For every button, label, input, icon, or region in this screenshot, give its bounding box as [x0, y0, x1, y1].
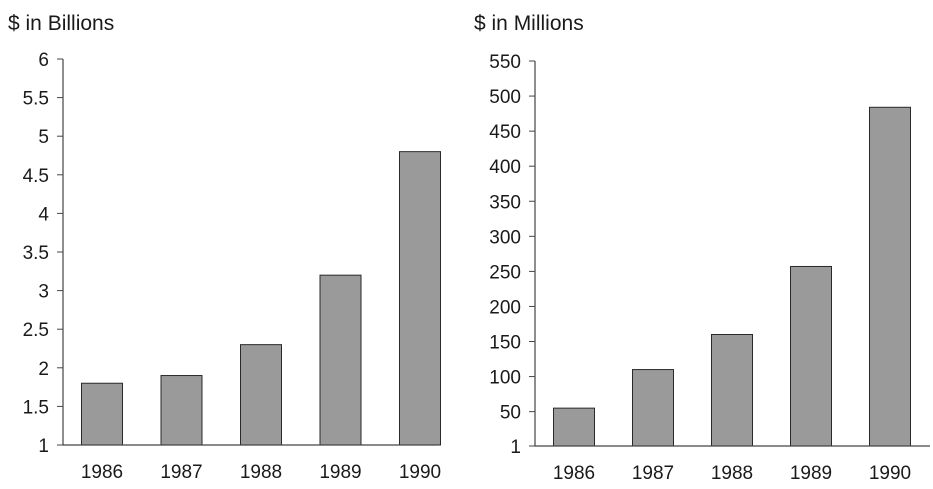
millions-y-tick-label: 450	[489, 122, 521, 143]
billions-bar-1988	[240, 344, 282, 446]
billions-bar-1989	[319, 274, 362, 446]
billions-y-axis-ticks: 1 1.5 2 2.5 3 3.5 4 4.5 5 5.5 6	[23, 50, 63, 457]
billions-bar-1987	[160, 375, 203, 446]
millions-y-tick-label: 100	[489, 368, 521, 389]
millions-y-tick-label: 1	[510, 437, 521, 458]
billions-chart: $ in Billions 1 1.5 2 2.5 3 3.5 4 4.5 5 5.5 6 1986…	[8, 12, 441, 483]
millions-chart-title: $ in Millions	[474, 12, 584, 35]
billions-bar-1986	[81, 382, 123, 446]
billions-bar-1990	[399, 151, 441, 446]
millions-x-label-1988: 1988	[711, 463, 753, 484]
billions-y-tick-label: 2.5	[23, 320, 49, 341]
billions-y-tick-label: 4	[38, 204, 49, 225]
billions-x-label-1990: 1990	[399, 462, 441, 483]
billions-y-tick-label: 1	[38, 436, 49, 457]
billions-y-tick-label: 5.5	[23, 89, 49, 110]
millions-bar-1989	[790, 265, 832, 447]
millions-chart: $ in Millions 15010015020025030035040045…	[474, 12, 930, 484]
billions-x-label-1987: 1987	[160, 462, 202, 483]
billions-y-tick-label: 4.5	[23, 166, 49, 187]
billions-bars	[81, 151, 441, 446]
billions-chart-title: $ in Billions	[8, 12, 114, 35]
billions-y-tick-label: 3	[38, 282, 49, 303]
millions-bars	[553, 106, 911, 447]
millions-x-label-1990: 1990	[869, 463, 911, 484]
millions-y-tick-label: 550	[489, 52, 521, 73]
billions-x-label-1986: 1986	[81, 462, 123, 483]
billions-axes	[62, 59, 437, 446]
billions-y-tick-label: 1.5	[23, 397, 49, 418]
millions-bar-1990	[869, 106, 911, 447]
billions-x-axis-labels: 1986 1987 1988 1989 1990	[81, 462, 441, 483]
millions-y-tick-label: 200	[489, 297, 521, 318]
millions-y-tick-label: 400	[489, 157, 521, 178]
billions-x-label-1989: 1989	[319, 462, 361, 483]
millions-x-label-1987: 1987	[632, 463, 674, 484]
millions-bar-1987	[632, 369, 674, 447]
millions-y-tick-label: 350	[489, 192, 521, 213]
millions-y-tick-label: 50	[500, 403, 521, 424]
billions-y-tick-label: 3.5	[23, 243, 49, 264]
billions-y-tick-label: 6	[38, 50, 49, 71]
millions-y-tick-label: 500	[489, 87, 521, 108]
millions-y-tick-label: 250	[489, 262, 521, 283]
millions-bar-1986	[553, 407, 595, 447]
millions-bar-1988	[711, 333, 753, 447]
millions-y-tick-label: 300	[489, 227, 521, 248]
billions-x-label-1988: 1988	[240, 462, 282, 483]
millions-y-tick-label: 150	[489, 333, 521, 354]
billions-y-tick-label: 5	[38, 127, 49, 148]
millions-x-axis-labels: 1986 1987 1988 1989 1990	[553, 463, 911, 484]
millions-axes	[534, 61, 930, 447]
billions-y-tick-label: 2	[38, 359, 49, 380]
millions-x-label-1989: 1989	[790, 463, 832, 484]
millions-x-label-1986: 1986	[553, 463, 595, 484]
